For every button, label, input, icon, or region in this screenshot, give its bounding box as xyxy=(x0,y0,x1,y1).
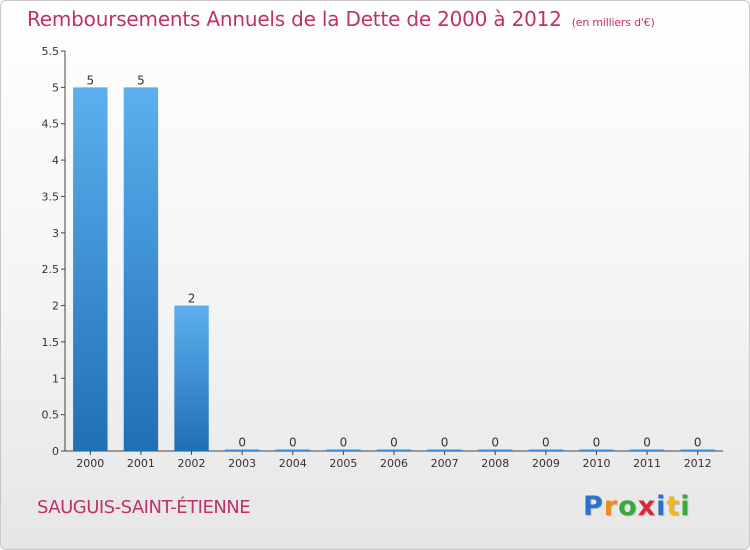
logo-letter: o xyxy=(618,491,638,522)
logo-letter: i xyxy=(656,491,667,522)
data-label-2003: 0 xyxy=(238,436,246,450)
proxiti-logo[interactable]: Proxiti xyxy=(583,491,691,522)
x-tick-label: 2004 xyxy=(279,457,307,470)
x-tick-label: 2009 xyxy=(532,457,560,470)
logo-letter: t xyxy=(666,491,681,522)
bar-2010 xyxy=(579,449,614,451)
bar-2011 xyxy=(629,449,665,451)
x-axis: 2000 2001 2002 2003 2004 2005 2006 2007 2008 2009… xyxy=(65,450,723,470)
bar-2008 xyxy=(478,449,513,451)
data-label-2010: 0 xyxy=(593,436,601,450)
data-label-2005: 0 xyxy=(340,436,348,450)
data-label-2004: 0 xyxy=(289,436,297,450)
bar-2005 xyxy=(326,449,361,451)
bars xyxy=(73,87,715,451)
bar-2001 xyxy=(123,87,159,451)
x-tick-label: 2010 xyxy=(582,457,610,470)
x-tick-label: 2007 xyxy=(431,457,459,470)
data-labels: 5 5 2 0 0 0 0 0 0 0 0 0 0 xyxy=(86,73,701,449)
bar-2000 xyxy=(73,87,108,451)
chart-title: Remboursements Annuels de la Dette de 20… xyxy=(27,7,655,31)
y-tick-label: 3.5 xyxy=(42,190,60,203)
y-tick-label: 2 xyxy=(52,300,59,313)
y-tick-label: 1 xyxy=(52,372,59,385)
chart-subtitle: (en milliers d'€) xyxy=(571,16,655,29)
data-label-2012: 0 xyxy=(694,436,702,450)
x-tick-label: 2002 xyxy=(178,457,206,470)
data-label-2006: 0 xyxy=(390,436,398,450)
y-tick-label: 2.5 xyxy=(42,263,60,276)
y-tick-label: 0 xyxy=(52,445,59,458)
logo-letter: r xyxy=(603,491,619,522)
commune-name: SAUGUIS-SAINT-ÉTIENNE xyxy=(37,497,251,518)
data-label-2009: 0 xyxy=(542,436,550,450)
logo-letter: i xyxy=(680,491,691,522)
y-tick-label: 0.5 xyxy=(42,409,60,422)
bar-2012 xyxy=(680,449,715,451)
bar-2006 xyxy=(376,449,412,451)
x-tick-label: 2008 xyxy=(481,457,509,470)
x-tick-label: 2011 xyxy=(633,457,661,470)
bar-2003 xyxy=(224,449,260,451)
bar-2007 xyxy=(427,449,462,451)
logo-letter: P xyxy=(583,491,604,522)
x-tick-label: 2006 xyxy=(380,457,408,470)
data-label-2011: 0 xyxy=(643,436,651,450)
y-tick-label: 1.5 xyxy=(42,336,60,349)
x-tick-label: 2001 xyxy=(127,457,155,470)
data-label-2007: 0 xyxy=(441,436,449,450)
x-tick-label: 2012 xyxy=(684,457,712,470)
data-label-2001: 5 xyxy=(137,73,145,87)
bar-2004 xyxy=(275,449,310,451)
data-label-2000: 5 xyxy=(86,73,94,87)
y-tick-label: 5 xyxy=(52,81,59,94)
bar-2009 xyxy=(528,449,564,451)
x-tick-label: 2000 xyxy=(76,457,104,470)
data-label-2008: 0 xyxy=(491,436,499,450)
logo-letter: x xyxy=(637,491,657,522)
x-tick-label: 2005 xyxy=(329,457,357,470)
y-tick-label: 5.5 xyxy=(42,45,60,58)
bar-2002 xyxy=(174,305,209,451)
y-tick-label: 4.5 xyxy=(42,118,60,131)
data-label-2002: 2 xyxy=(188,292,196,306)
y-tick-label: 4 xyxy=(52,154,59,167)
y-axis: 0 0.5 1 1.5 2 2.5 3 3.5 4 4.5 5 5.5 xyxy=(42,45,66,458)
x-tick-label: 2003 xyxy=(228,457,256,470)
y-tick-label: 3 xyxy=(52,227,59,240)
chart-title-text: Remboursements Annuels de la Dette de 20… xyxy=(27,7,562,31)
